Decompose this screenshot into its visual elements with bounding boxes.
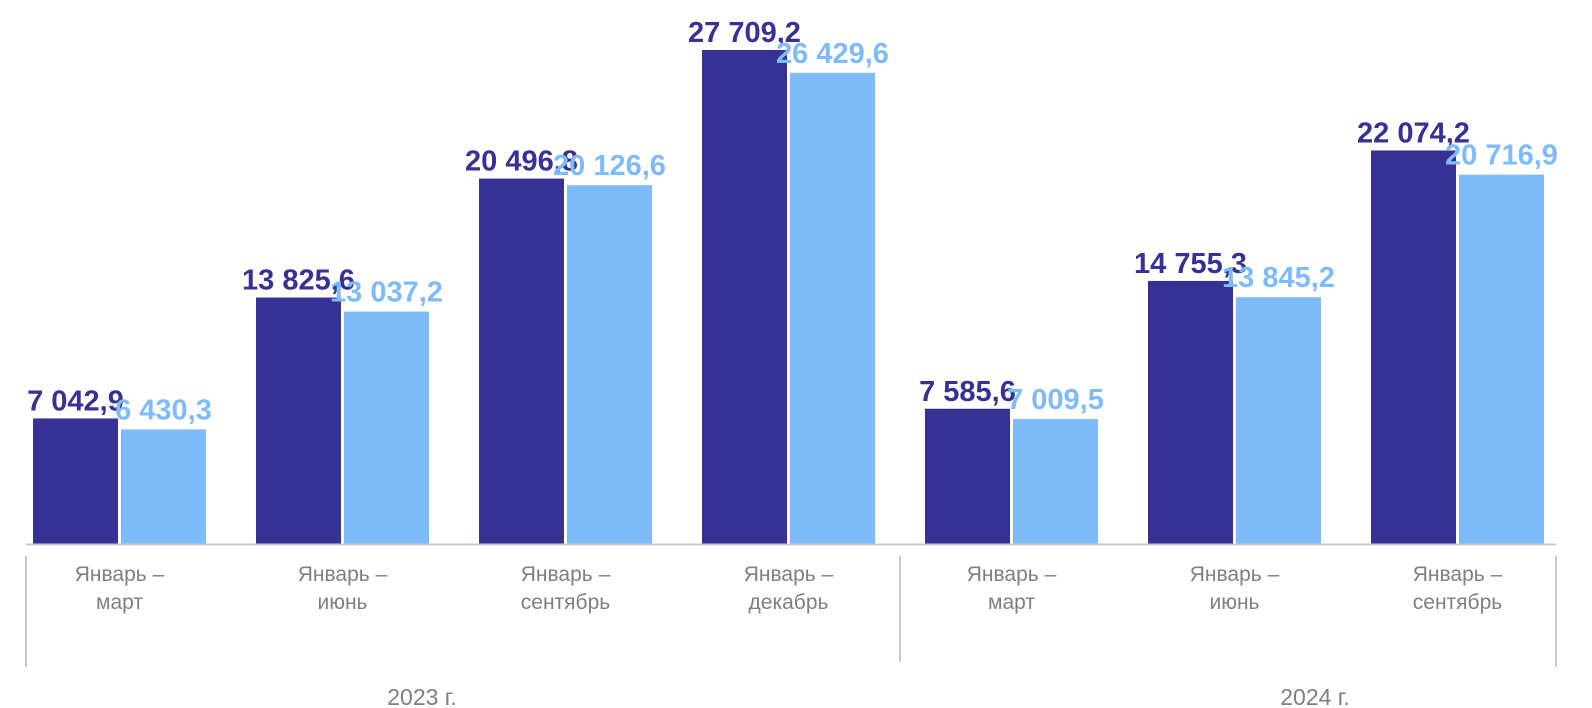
bar-s1-c4 bbox=[702, 50, 787, 544]
group-label-1: 2023 г. bbox=[387, 684, 457, 708]
category-label-c1-l2: март bbox=[96, 591, 143, 614]
category-label-c4-l1: Январь – bbox=[744, 563, 834, 586]
value-label-s2-c5: 7 009,5 bbox=[1007, 384, 1104, 416]
bar-s1-c3 bbox=[479, 178, 564, 544]
bar-s2-c6 bbox=[1236, 297, 1321, 544]
category-label-c6-l2: июнь bbox=[1209, 591, 1259, 614]
value-label-s1-c6: 14 755,3 bbox=[1134, 248, 1247, 280]
bar-s1-c5 bbox=[925, 408, 1010, 544]
bar-s1-c7 bbox=[1371, 150, 1456, 544]
category-label-c5-l2: март bbox=[988, 591, 1035, 614]
bar-s2-c7 bbox=[1459, 174, 1544, 544]
category-label-c6-l1: Январь – bbox=[1190, 563, 1280, 586]
bar-s2-c4 bbox=[790, 72, 875, 544]
value-label-s1-c7: 22 074,2 bbox=[1357, 117, 1470, 149]
value-label-s1-c2: 13 825,6 bbox=[242, 265, 355, 297]
value-label-s2-c2: 13 037,2 bbox=[330, 277, 443, 309]
bar-s2-c3 bbox=[567, 185, 652, 545]
category-label-c7-l1: Январь – bbox=[1413, 563, 1503, 586]
bar-s2-c1 bbox=[121, 429, 206, 544]
bar-s2-c2 bbox=[344, 311, 429, 544]
value-label-s2-c7: 20 716,9 bbox=[1445, 140, 1558, 172]
value-label-s2-c1: 6 430,3 bbox=[115, 394, 212, 426]
value-label-s1-c5: 7 585,6 bbox=[919, 376, 1016, 408]
value-label-s1-c1: 7 042,9 bbox=[27, 385, 124, 417]
category-label-c5-l1: Январь – bbox=[967, 563, 1057, 586]
bar-s1-c1 bbox=[33, 418, 118, 544]
bars-layer bbox=[33, 50, 1544, 545]
bar-s1-c2 bbox=[256, 297, 341, 544]
category-label-c1-l1: Январь – bbox=[75, 563, 165, 586]
value-label-s2-c6: 13 845,2 bbox=[1222, 262, 1335, 294]
value-label-s1-c4: 27 709,2 bbox=[688, 17, 801, 49]
category-label-c2-l2: июнь bbox=[317, 591, 367, 614]
category-label-c7-l2: сентябрь bbox=[1413, 591, 1502, 614]
x-axis: Январь – март Январь – июнь Январь – сентябрь… bbox=[25, 543, 1557, 708]
category-label-c3-l2: сентябрь bbox=[521, 591, 610, 614]
bar-s2-c5 bbox=[1013, 419, 1098, 544]
category-label-c2-l1: Январь – bbox=[298, 563, 388, 586]
category-label-c3-l1: Январь – bbox=[521, 563, 611, 586]
value-labels-layer: 7 042,96 430,313 825,613 037,220 496,820… bbox=[27, 17, 1558, 426]
group-label-2: 2024 г. bbox=[1280, 684, 1350, 708]
category-label-c4-l2: декабрь bbox=[749, 591, 829, 614]
value-label-s1-c3: 20 496,8 bbox=[465, 146, 578, 178]
bar-s1-c6 bbox=[1148, 280, 1233, 544]
value-label-s2-c3: 20 126,6 bbox=[553, 150, 666, 182]
value-label-s2-c4: 26 429,6 bbox=[776, 38, 889, 70]
